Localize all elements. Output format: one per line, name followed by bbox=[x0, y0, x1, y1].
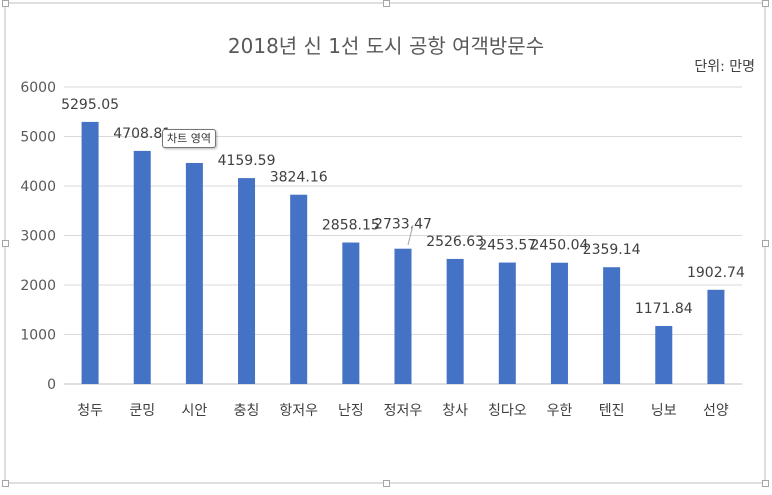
data-label: 1171.84 bbox=[635, 301, 693, 317]
x-tick-label: 텐진 bbox=[599, 403, 625, 419]
bar bbox=[290, 194, 308, 384]
x-tick-label: 창사 bbox=[442, 403, 468, 419]
resize-handle-top-right[interactable] bbox=[762, 0, 769, 7]
x-tick-label: 우한 bbox=[547, 403, 573, 419]
x-tick-label: 충칭 bbox=[234, 403, 260, 419]
y-tick-label: 5000 bbox=[20, 130, 56, 146]
bar bbox=[550, 262, 568, 384]
bar bbox=[185, 162, 203, 384]
x-axis-ticks: 청두 쿤밍 시안 충칭 항저우 난징 정저우 창사 칭다오 우한 텐진 닝보 선양 bbox=[77, 403, 729, 419]
data-label: 2359.14 bbox=[583, 242, 641, 258]
bar bbox=[707, 289, 725, 384]
bar bbox=[446, 258, 464, 384]
x-tick-label: 항저우 bbox=[279, 403, 318, 419]
x-tick-label: 시안 bbox=[182, 403, 208, 419]
data-label: 4708.81 bbox=[113, 126, 171, 142]
x-tick-label: 청두 bbox=[77, 403, 103, 419]
leader-line bbox=[407, 224, 414, 246]
chart-title: 2018년 신 1선 도시 공항 여객방문수 bbox=[228, 34, 544, 58]
data-label: 5295.05 bbox=[61, 97, 119, 113]
chart-area-tooltip: 차트 영역 bbox=[162, 129, 216, 148]
data-label: 2453.57 bbox=[478, 238, 536, 254]
data-label: 2733.47 bbox=[374, 217, 432, 233]
y-axis-ticks: 0 1000 2000 3000 4000 5000 6000 bbox=[20, 80, 56, 393]
resize-handle-top-left[interactable] bbox=[2, 0, 9, 7]
resize-handle-top[interactable] bbox=[383, 0, 390, 7]
unit-label: 단위: 만명 bbox=[694, 59, 755, 75]
x-tick-label: 난징 bbox=[338, 403, 364, 419]
bar bbox=[603, 267, 621, 384]
y-tick-label: 3000 bbox=[20, 229, 56, 245]
chart-border bbox=[4, 2, 766, 484]
x-tick-label: 닝보 bbox=[651, 403, 677, 419]
resize-handle-bottom-right[interactable] bbox=[762, 480, 769, 487]
x-tick-label: 쿤밍 bbox=[129, 403, 155, 419]
data-label: 2858.15 bbox=[322, 218, 380, 234]
bar bbox=[394, 248, 412, 384]
resize-handle-bottom-left[interactable] bbox=[2, 480, 9, 487]
gridlines bbox=[64, 86, 742, 385]
data-label: 2526.63 bbox=[426, 234, 484, 250]
bar bbox=[655, 325, 673, 384]
bar bbox=[238, 178, 256, 384]
x-tick-label: 정저우 bbox=[384, 403, 423, 419]
y-tick-label: 6000 bbox=[20, 80, 56, 96]
bar bbox=[133, 150, 151, 384]
x-tick-label: 칭다오 bbox=[488, 403, 527, 419]
x-tick-label: 선양 bbox=[703, 403, 729, 419]
resize-handle-right[interactable] bbox=[762, 240, 769, 247]
y-tick-label: 0 bbox=[47, 377, 56, 393]
resize-handle-left[interactable] bbox=[2, 240, 9, 247]
bar bbox=[498, 262, 516, 384]
resize-handle-bottom[interactable] bbox=[383, 480, 390, 487]
data-label: 2450.04 bbox=[531, 238, 589, 254]
data-label: 4159.59 bbox=[218, 153, 276, 169]
y-tick-label: 2000 bbox=[20, 278, 56, 294]
bar bbox=[81, 121, 99, 385]
data-label: 3824.16 bbox=[270, 170, 328, 186]
bar bbox=[342, 242, 360, 384]
y-tick-label: 1000 bbox=[20, 328, 56, 344]
bars bbox=[81, 121, 725, 385]
y-tick-label: 4000 bbox=[20, 179, 56, 195]
data-label: 1902.74 bbox=[687, 265, 745, 281]
